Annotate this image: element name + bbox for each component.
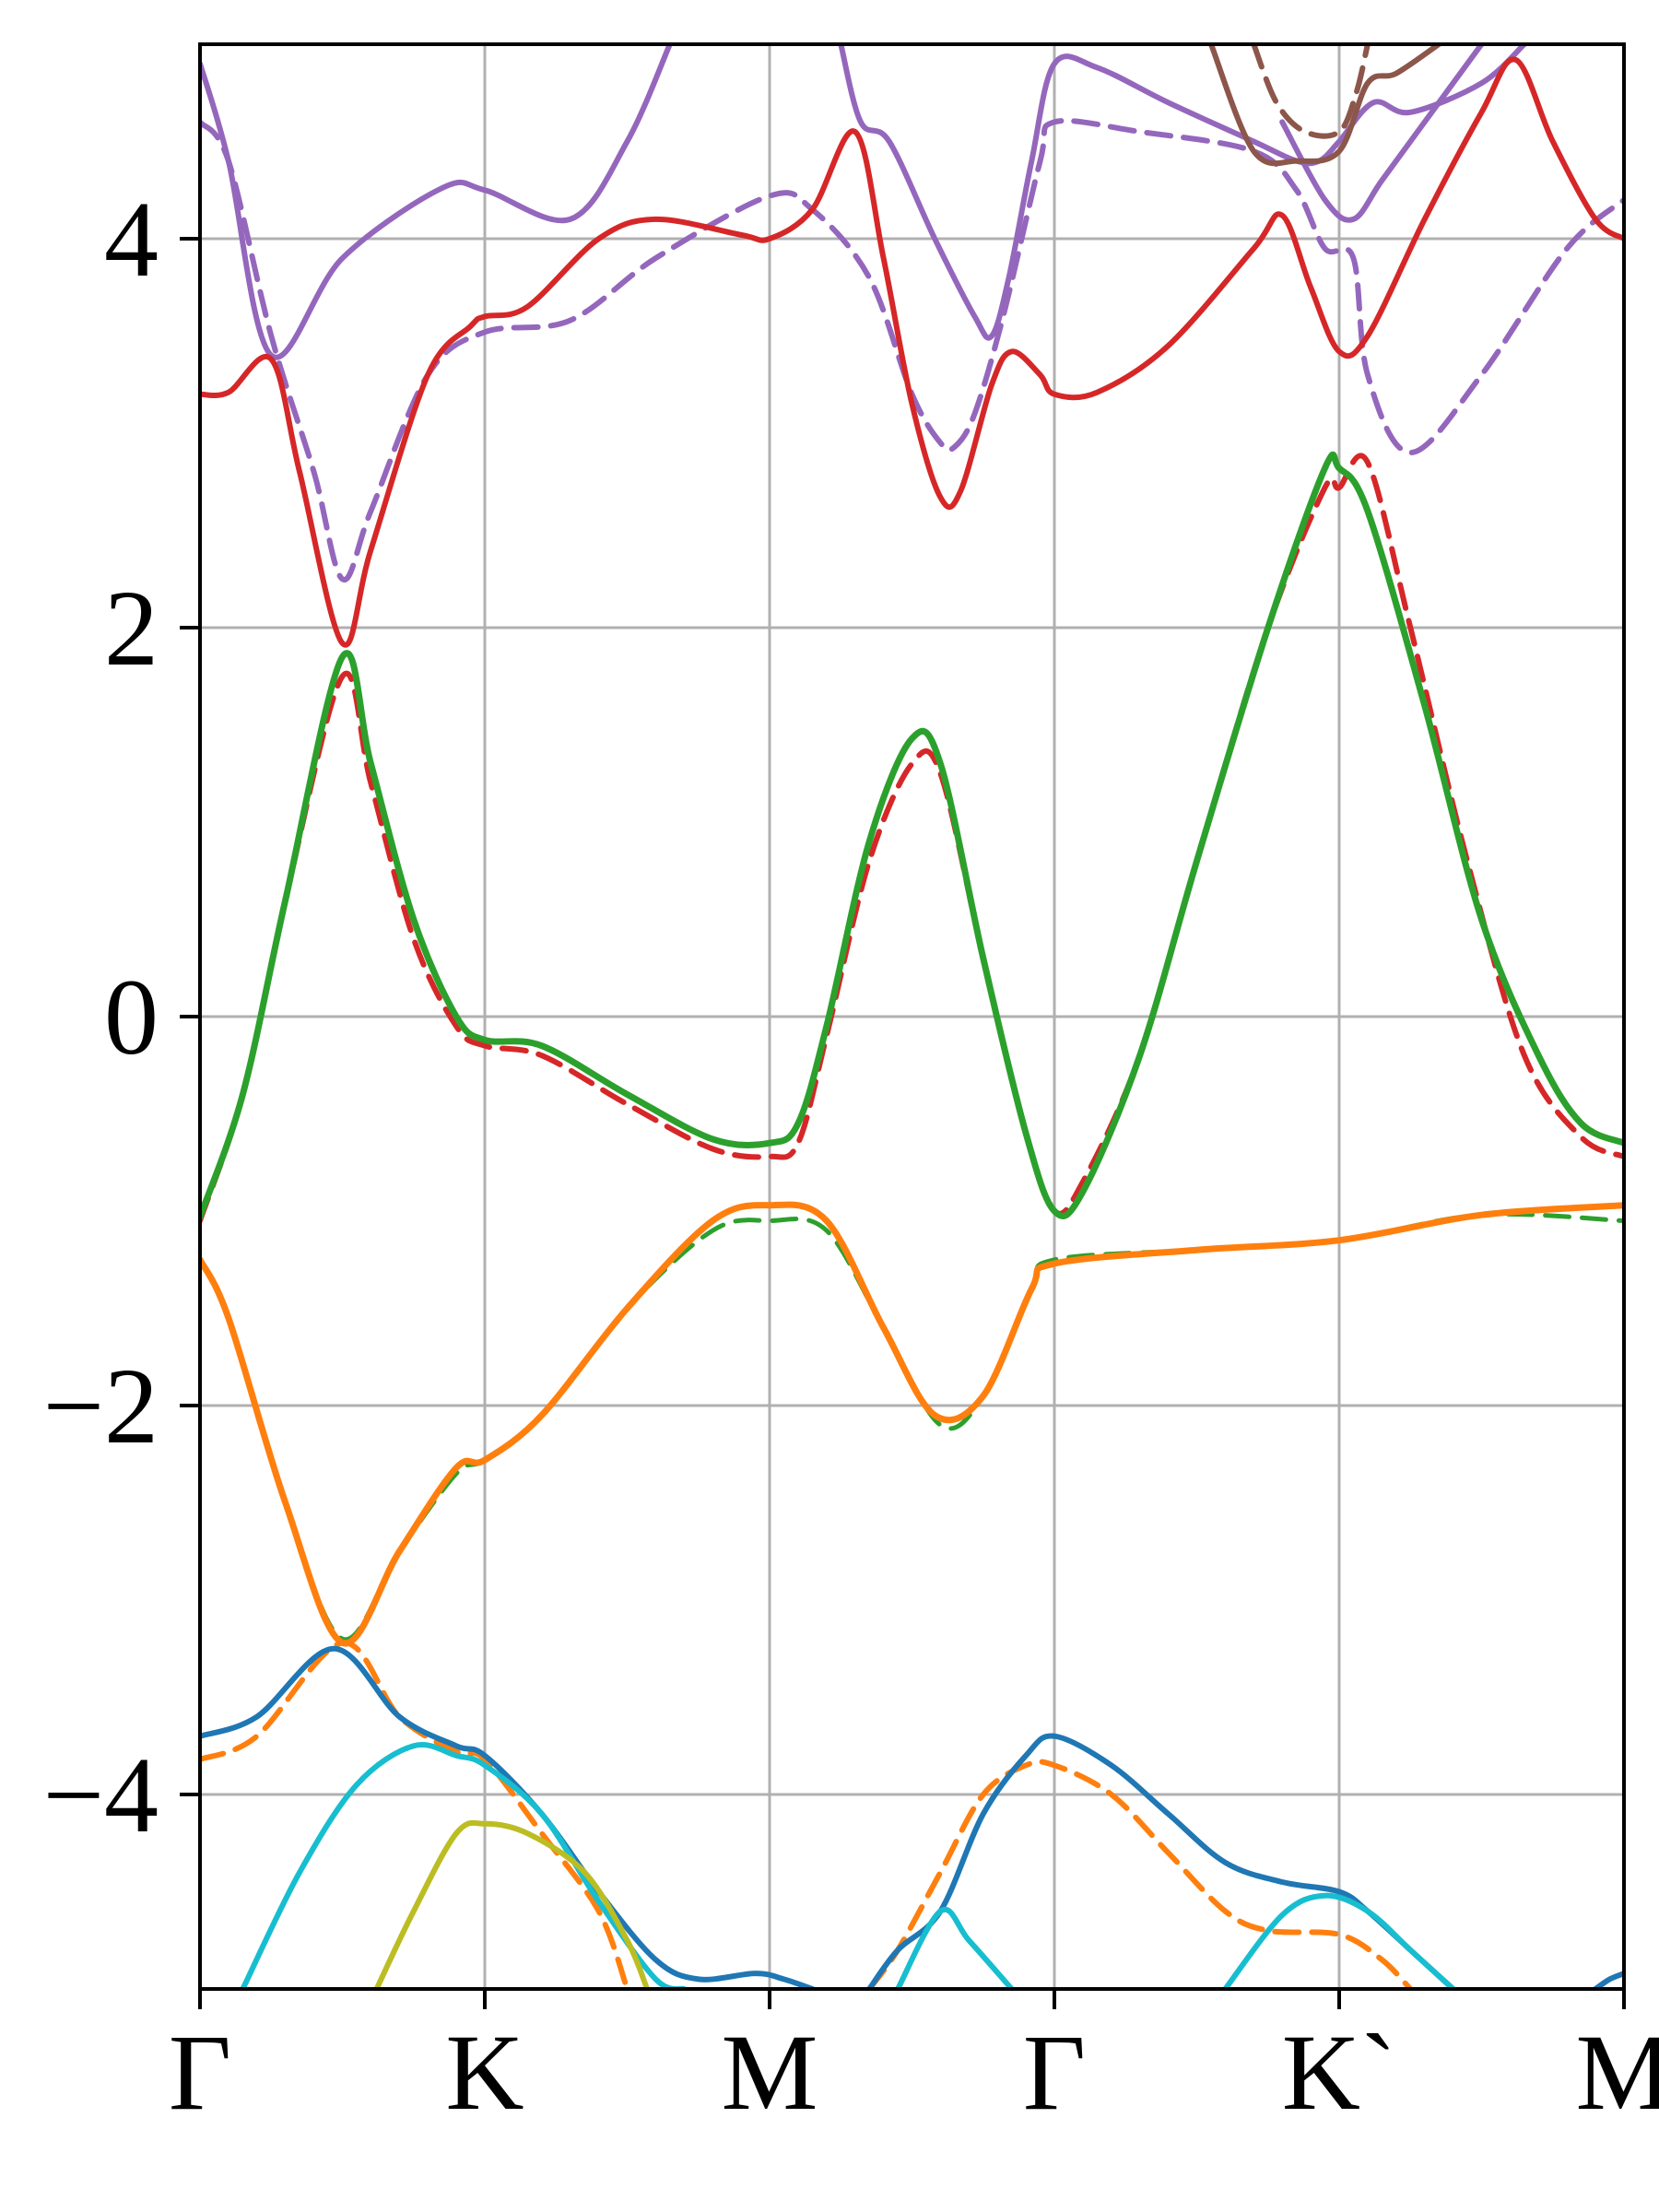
band-line-12 xyxy=(866,1733,1456,1989)
band-line-5 xyxy=(200,453,1624,1224)
band-line-8 xyxy=(200,1201,1624,1647)
band-line-2 xyxy=(1279,44,1485,223)
band-line-18 xyxy=(1208,44,1442,167)
y-tick-label: 2 xyxy=(104,568,159,688)
band-line-10 xyxy=(866,1759,1414,1989)
y-tick-label: 0 xyxy=(104,957,159,1077)
axis-ticks: Γ K M Γ K` M −4 −2 0 2 4 xyxy=(42,179,1659,2133)
band-line-16 xyxy=(1222,1892,1456,1989)
band-line-15 xyxy=(895,1906,1015,1989)
grid-lines xyxy=(198,44,1626,1989)
x-tick-label: M xyxy=(722,2012,818,2133)
x-tick-label: Γ xyxy=(169,2012,231,2133)
band-line-11 xyxy=(200,1645,816,1989)
band-line-6 xyxy=(200,451,1624,1220)
band-line-14 xyxy=(240,1742,688,1989)
x-tick-label: K` xyxy=(1282,2012,1397,2133)
band-line-0 xyxy=(200,44,673,360)
band-line-17 xyxy=(373,1819,651,1989)
y-tick-label: 4 xyxy=(104,179,159,300)
band-line-19 xyxy=(1251,44,1371,139)
band-line-7 xyxy=(200,1211,1624,1642)
band-line-1 xyxy=(838,44,1527,341)
band-line-4 xyxy=(200,56,1624,648)
y-tick-label: −2 xyxy=(42,1346,159,1466)
band-line-9 xyxy=(200,1640,630,1989)
x-tick-label: K xyxy=(445,2012,524,2133)
y-tick-label: −4 xyxy=(42,1735,159,1855)
x-tick-label: Γ xyxy=(1023,2012,1086,2133)
band-line-13 xyxy=(1593,1971,1624,1989)
band-lines xyxy=(200,44,1624,1989)
x-tick-label: M xyxy=(1576,2012,1659,2133)
